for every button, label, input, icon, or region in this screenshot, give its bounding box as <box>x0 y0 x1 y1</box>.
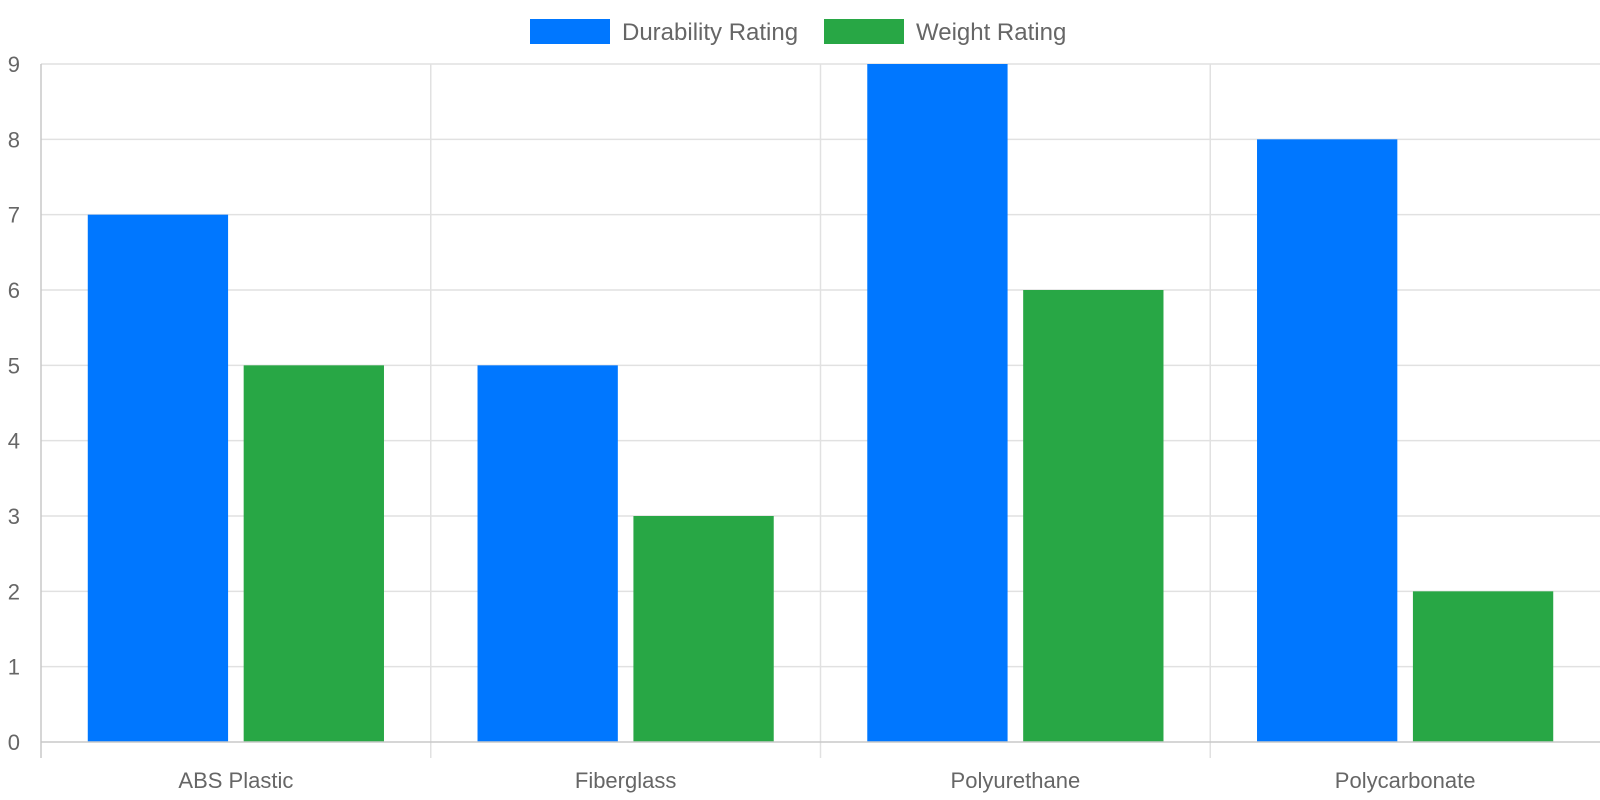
y-tick-label-0: 0 <box>8 730 20 755</box>
bar-weight-rating-polycarbonate[interactable] <box>1412 591 1554 742</box>
bar-weight-rating-abs-plastic[interactable] <box>243 365 384 742</box>
x-category-label-abs-plastic: ABS Plastic <box>178 768 293 793</box>
y-tick-label-6: 6 <box>8 278 20 303</box>
x-category-label-fiberglass: Fiberglass <box>575 768 676 793</box>
y-tick-label-5: 5 <box>8 353 20 378</box>
y-tick-label-8: 8 <box>8 127 20 152</box>
y-tick-label-4: 4 <box>8 429 20 454</box>
bar-weight-rating-fiberglass[interactable] <box>633 516 774 742</box>
y-tick-label-2: 2 <box>8 579 20 604</box>
x-category-label-polyurethane: Polyurethane <box>951 768 1081 793</box>
bars <box>87 64 1554 743</box>
bar-weight-rating-polyurethane[interactable] <box>1023 290 1164 742</box>
legend-swatch-durability[interactable] <box>530 19 610 44</box>
bar-durability-rating-polyurethane[interactable] <box>867 64 1008 742</box>
bar-durability-rating-abs-plastic[interactable] <box>87 214 229 742</box>
y-tick-label-9: 9 <box>8 52 20 77</box>
y-tick-label-3: 3 <box>8 504 20 529</box>
legend-label-weight[interactable]: Weight Rating <box>916 19 1066 46</box>
legend[interactable]: Durability Rating Weight Rating <box>530 19 1066 46</box>
axes <box>40 64 1600 758</box>
x-category-label-polycarbonate: Polycarbonate <box>1335 768 1476 793</box>
y-axis-ticks: 0 1 2 3 4 5 6 7 8 9 <box>8 52 20 755</box>
legend-swatch-weight[interactable] <box>824 19 904 44</box>
bar-durability-rating-fiberglass[interactable] <box>477 365 618 742</box>
bar-durability-rating-polycarbonate[interactable] <box>1257 139 1398 743</box>
y-tick-label-7: 7 <box>8 203 20 228</box>
y-tick-label-1: 1 <box>8 655 20 680</box>
legend-label-durability[interactable]: Durability Rating <box>622 19 798 46</box>
x-axis-categories: ABS Plastic Fiberglass Polyurethane Polycar… <box>178 768 1475 793</box>
